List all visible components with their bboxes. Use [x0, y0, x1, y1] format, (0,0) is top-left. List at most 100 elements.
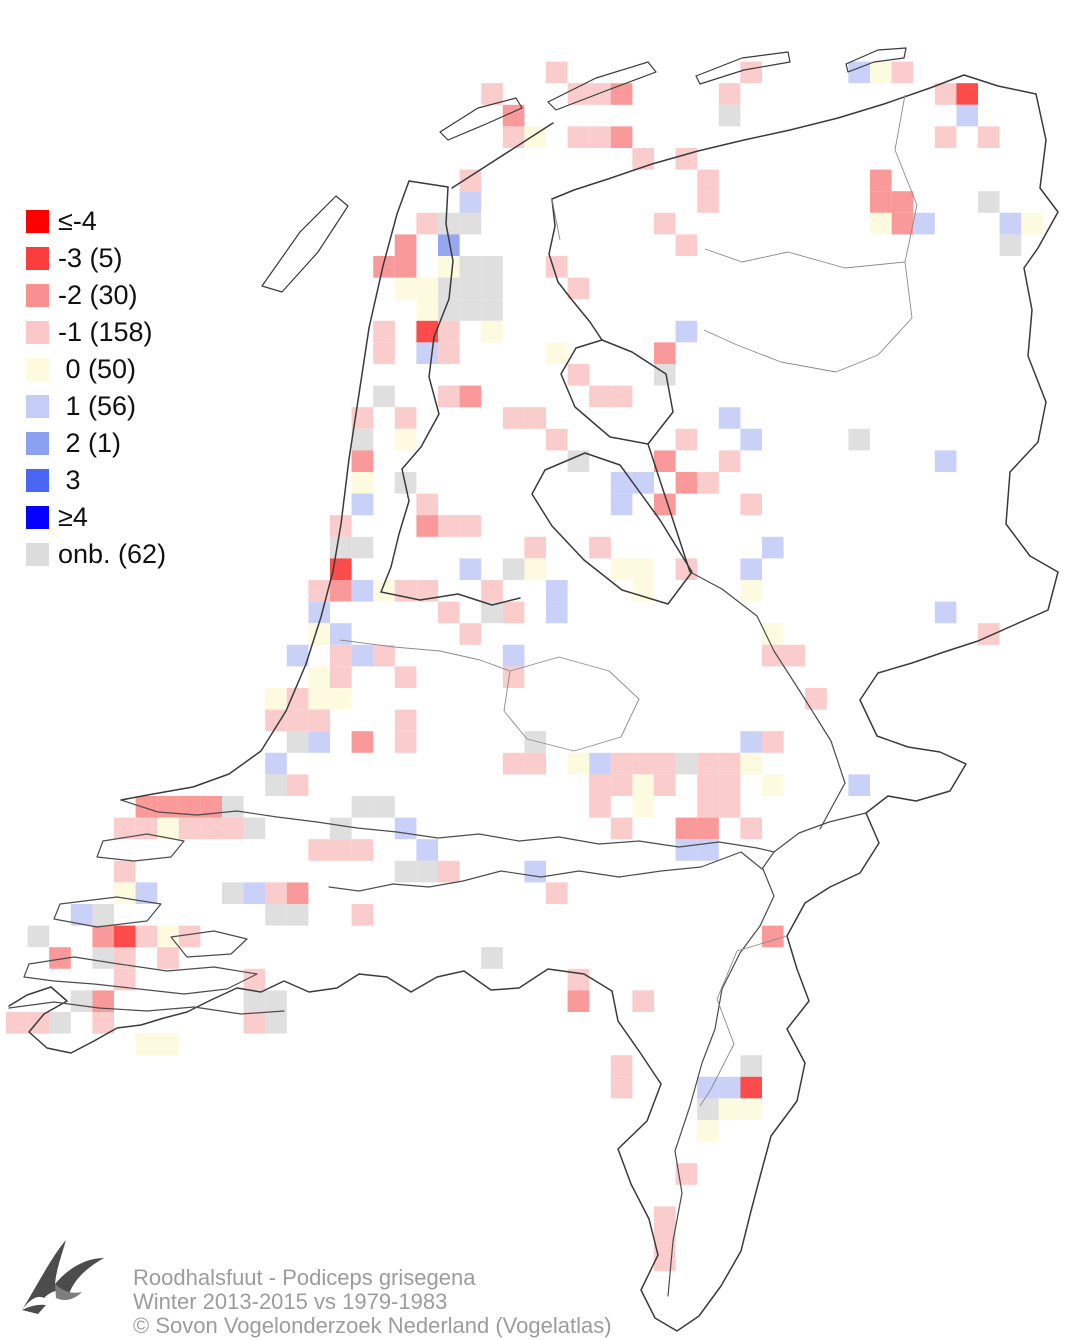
species-title: Roodhalsfuut - Podiceps grisegena [133, 1265, 476, 1290]
grid-cell [265, 774, 287, 796]
grid-cell [697, 817, 719, 840]
grid-cell [502, 126, 525, 148]
grid-cell [135, 1033, 158, 1056]
grid-cell [567, 450, 590, 472]
grid-cell [308, 731, 330, 753]
grid-cell [675, 839, 698, 861]
grid-cell [654, 752, 676, 775]
grid-cell [1021, 212, 1043, 235]
grid-cell [805, 688, 827, 710]
grid-cell [762, 536, 784, 559]
legend-label: -3 (5) [58, 243, 123, 273]
grid-cell [502, 558, 525, 580]
copyright-line: © Sovon Vogelonderzoek Nederland (Vogela… [133, 1313, 612, 1338]
grid-cell [330, 623, 352, 645]
grid-cell [870, 61, 892, 84]
grid-cell [135, 925, 158, 948]
grid-cell [416, 839, 438, 861]
grid-cell [481, 256, 503, 278]
grid-cell [502, 644, 525, 667]
grid-cell [114, 968, 136, 991]
grid-cell [438, 515, 460, 537]
grid-cell [286, 709, 309, 732]
grid-cell [135, 882, 158, 904]
grid-cell [567, 364, 590, 386]
grid-cell [524, 558, 546, 580]
grid-cell [718, 796, 741, 818]
grid-cell [373, 796, 395, 818]
grid-cell [567, 990, 590, 1012]
grid-cell [978, 623, 1000, 645]
legend-item: ≤-4 [26, 203, 166, 240]
sovon-logo: Sovon [8, 1232, 138, 1334]
grid-cell [416, 860, 438, 883]
grid-cell [459, 191, 482, 213]
grid-cell [438, 385, 460, 408]
grid-cell [286, 688, 309, 710]
grid-cell [351, 536, 374, 559]
grid-cell [135, 796, 158, 818]
grid-cell [848, 61, 870, 84]
legend-swatch [26, 506, 49, 529]
grid-cell [459, 212, 482, 235]
grid-cell [934, 126, 957, 148]
legend-swatch [26, 469, 49, 492]
grid-cell [27, 925, 50, 948]
grid-cell [416, 299, 438, 321]
grid-cell [394, 817, 417, 840]
grid-cell [265, 990, 287, 1012]
grid-cell [394, 277, 417, 300]
grid-cell [589, 126, 611, 148]
grid-cell [718, 83, 741, 105]
grid-cell [416, 493, 438, 516]
grid-cell [459, 277, 482, 300]
grid-cell [848, 428, 870, 451]
grid-cell [330, 536, 352, 559]
grid-cell [567, 277, 590, 300]
grid-cell [934, 450, 957, 472]
grid-cell [502, 407, 525, 429]
legend-item: -1 (158) [26, 314, 166, 351]
grid-cell [330, 817, 352, 840]
grid-cell [891, 212, 914, 235]
grid-cell [610, 385, 633, 408]
grid-cell [92, 947, 114, 969]
grid-cell [654, 450, 676, 472]
grid-cell [481, 601, 503, 624]
grid-cell [870, 169, 892, 192]
grid-cell [546, 256, 568, 278]
grid-cell [438, 320, 460, 343]
grid-cell [308, 709, 330, 732]
grid-cell [92, 1012, 114, 1034]
grid-cell [265, 688, 287, 710]
grid-cell [351, 904, 374, 926]
grid-cell [438, 860, 460, 883]
grid-cell [956, 83, 978, 105]
legend-label: 3 [58, 465, 81, 495]
grid-cell [373, 256, 395, 278]
grid-cell [697, 1120, 719, 1142]
grid-cell [502, 104, 525, 127]
legend-item: onb. (62) [26, 536, 166, 573]
grid-cell [157, 796, 179, 818]
grid-cell [675, 558, 698, 580]
grid-cell [265, 1012, 287, 1034]
legend-label: onb. (62) [58, 539, 167, 569]
legend-label: 0 (50) [58, 354, 137, 384]
grid-cell [546, 342, 568, 364]
grid-cell [740, 1098, 762, 1120]
grid-cell [394, 428, 417, 451]
grid-cell [373, 385, 395, 408]
grid-cell [330, 688, 352, 710]
grid-cell [222, 796, 244, 818]
legend-label: ≥4 [58, 502, 88, 532]
grid-cell [654, 342, 676, 364]
grid-cell [740, 61, 762, 84]
grid-cell [675, 234, 698, 256]
legend-label: 1 (56) [58, 391, 137, 421]
grid-cell [891, 61, 914, 84]
grid-cell [934, 83, 957, 105]
legend-label: -2 (30) [58, 280, 138, 310]
grid-cell [178, 925, 201, 948]
